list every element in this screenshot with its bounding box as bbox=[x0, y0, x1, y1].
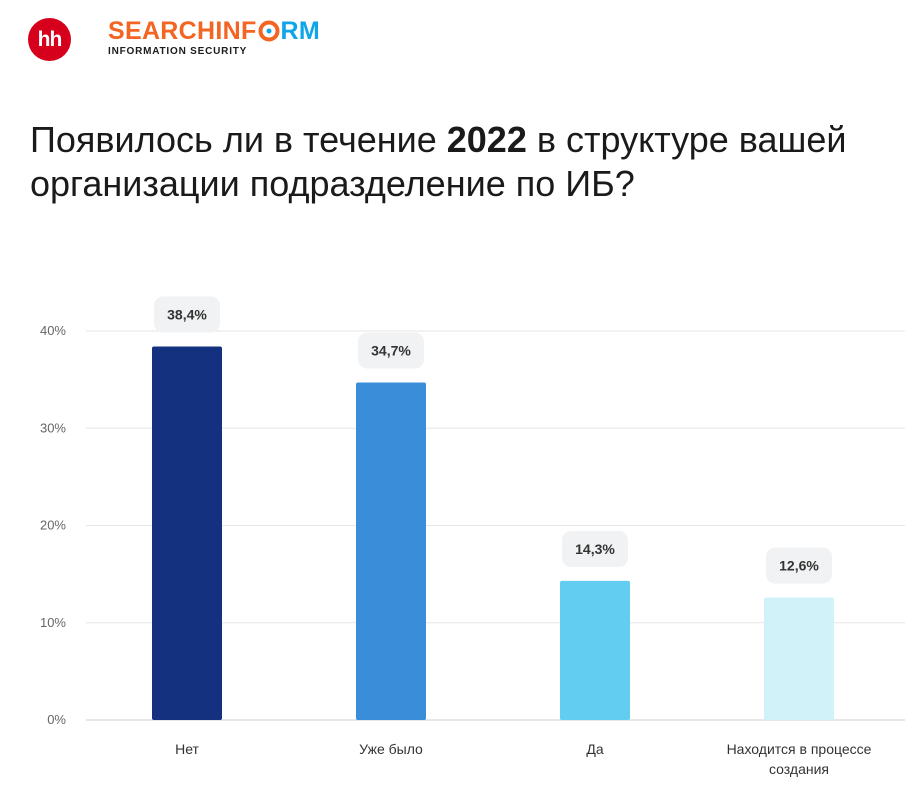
searchinform-logo: SEARCHINF RM INFORMATION SECURITY bbox=[108, 17, 320, 57]
data-label-pill bbox=[562, 530, 628, 567]
x-tick-label: Уже было bbox=[359, 741, 423, 757]
x-tick-label: Находится в процессе создания bbox=[727, 741, 872, 777]
bar bbox=[560, 580, 630, 720]
bar bbox=[356, 382, 426, 720]
brand-name: SEARCHINF RM bbox=[108, 17, 321, 45]
hh-logo: hh bbox=[28, 18, 71, 61]
data-label: 12,6% bbox=[779, 557, 819, 573]
data-label: 34,7% bbox=[371, 343, 411, 359]
bar-chart: 0% 10% 20% 30% 40% 38,4% Нет 34,7% Уже было 14,3%… bbox=[40, 296, 905, 777]
y-tick-label: 30% bbox=[40, 420, 66, 435]
y-tick-label: 20% bbox=[40, 518, 66, 533]
data-label: 14,3% bbox=[575, 541, 615, 557]
data-label-pill bbox=[766, 547, 832, 584]
brand-tagline: INFORMATION SECURITY bbox=[108, 46, 248, 57]
x-tick-label: Нет bbox=[175, 741, 199, 757]
bar bbox=[152, 346, 222, 720]
page-title: Появилось ли в течение 2022 в структуре … bbox=[30, 119, 847, 204]
data-label-pill bbox=[358, 332, 424, 369]
bar bbox=[764, 597, 834, 720]
y-tick-label: 10% bbox=[40, 615, 66, 630]
brand-target-icon bbox=[258, 20, 280, 42]
y-tick-label: 40% bbox=[40, 323, 66, 338]
data-label-pill bbox=[154, 296, 220, 333]
y-tick-label: 0% bbox=[47, 712, 66, 727]
x-tick-label: Да bbox=[586, 741, 603, 757]
data-label: 38,4% bbox=[167, 307, 207, 323]
